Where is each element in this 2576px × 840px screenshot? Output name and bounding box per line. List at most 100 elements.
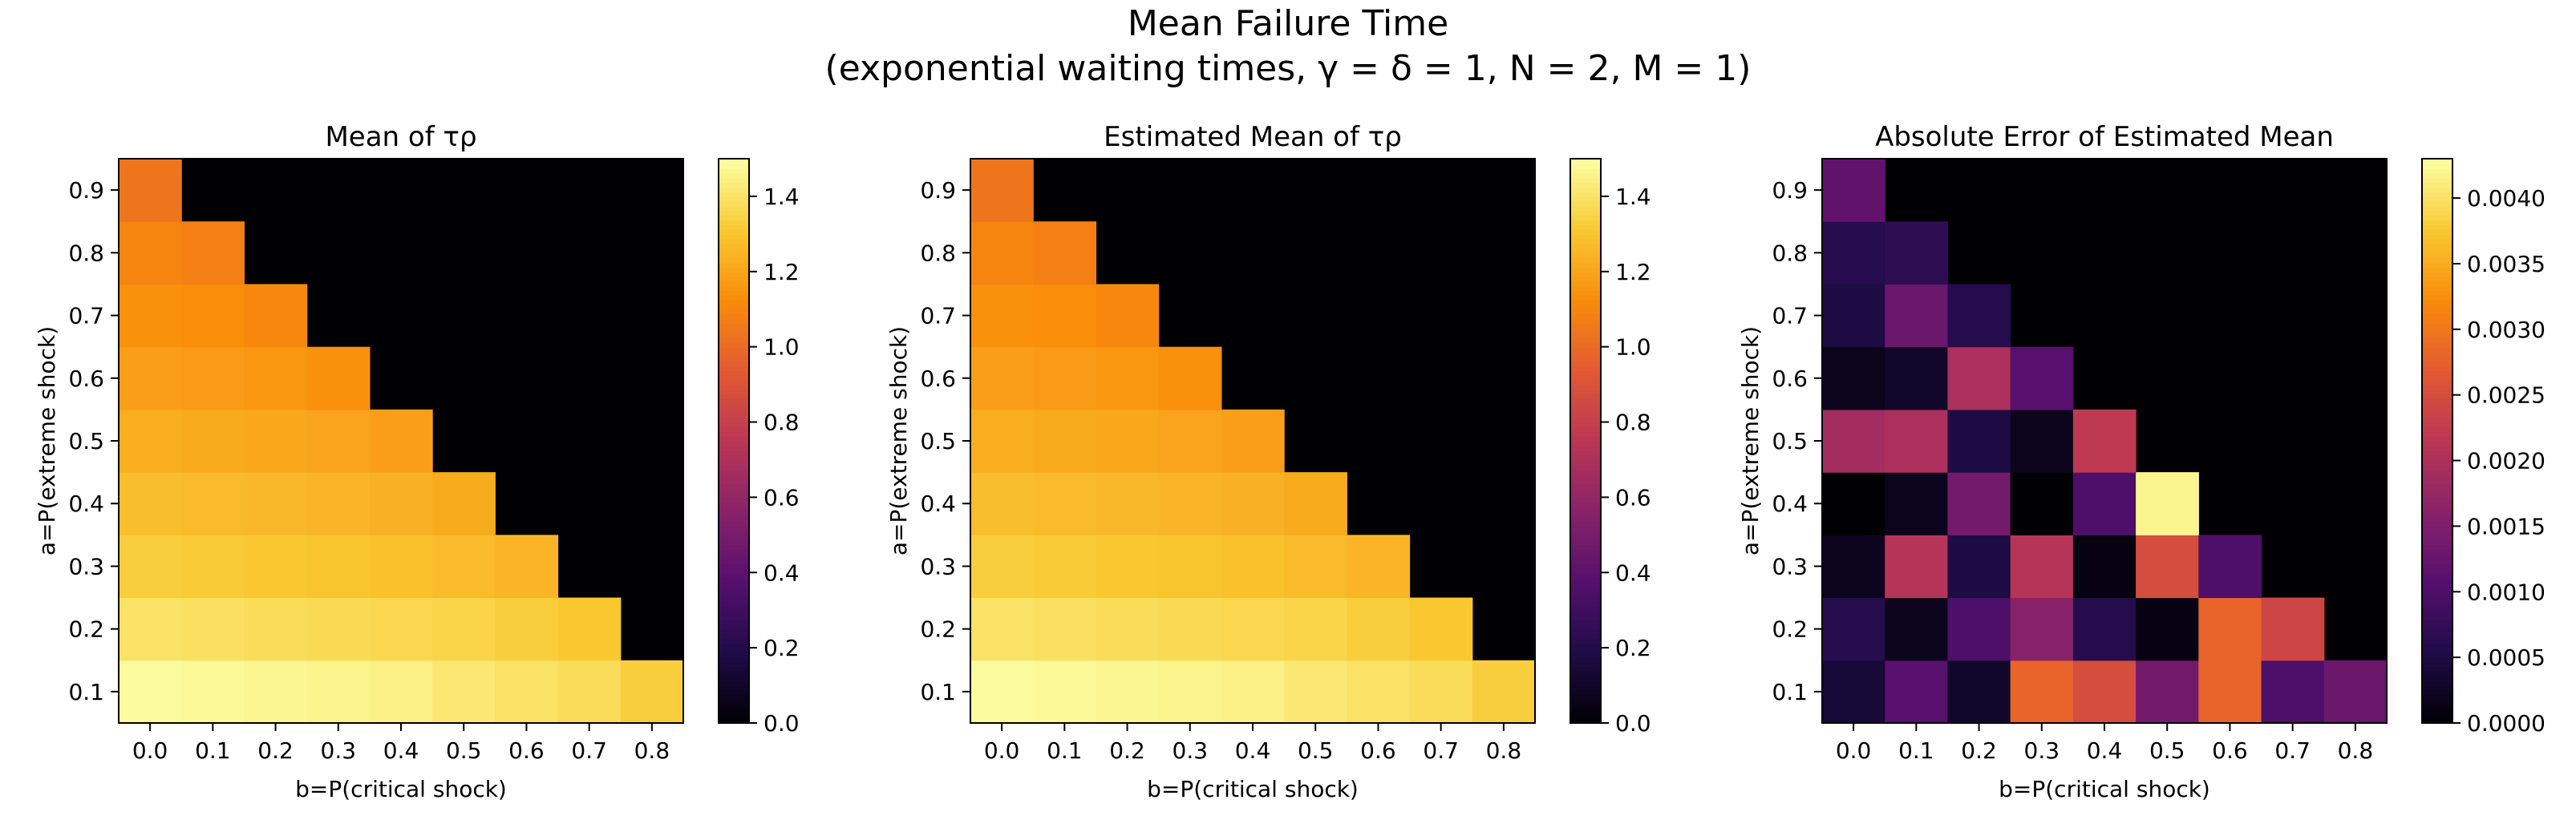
heatmap-cell (1885, 409, 1949, 473)
heatmap-cell (1033, 535, 1097, 599)
colorbar-segment (1570, 497, 1601, 503)
x-tick-label: 0.1 (195, 737, 231, 764)
colorbar-segment (2422, 596, 2452, 602)
colorbar-segment (719, 661, 749, 668)
colorbar-segment (1570, 520, 1601, 527)
heatmap-cell (432, 660, 496, 724)
colorbar-segment (719, 441, 749, 446)
colorbar-segment (719, 656, 749, 663)
colorbar-tick-label: 1.2 (1615, 259, 1651, 285)
colorbar-segment (719, 266, 749, 273)
colorbar-segment (2422, 478, 2452, 484)
colorbar-segment (1570, 351, 1601, 357)
colorbar-segment (1570, 262, 1601, 268)
colorbar-segment (719, 285, 749, 292)
colorbar-segment (2422, 713, 2452, 719)
colorbar-segment (719, 600, 749, 607)
heatmap-cell (1822, 472, 1885, 535)
heatmap-cell (1947, 346, 2011, 410)
colorbar-segment (2422, 196, 2452, 202)
colorbar-segment (1570, 431, 1601, 437)
colorbar-segment (1570, 220, 1601, 225)
colorbar-segment (2422, 192, 2452, 197)
colorbar-segment (2422, 511, 2452, 517)
heatmap-cell (432, 597, 496, 661)
heatmap-cell (1096, 660, 1160, 724)
heatmap-cell (1284, 472, 1347, 535)
heatmap-cell (181, 535, 245, 599)
heatmap-cell (1096, 597, 1160, 661)
heatmap-cell (1885, 660, 1949, 724)
colorbar-tick-label: 0.2 (1615, 635, 1651, 661)
colorbar-segment (1570, 422, 1601, 428)
colorbar-segment (1570, 558, 1601, 564)
colorbar-segment (719, 436, 749, 442)
colorbar-segment (1570, 483, 1601, 489)
heatmap-cell (1822, 409, 1885, 473)
heatmap-cell (244, 660, 308, 724)
x-tick-label: 0.7 (2274, 737, 2311, 764)
heatmap-cell (1158, 409, 1222, 473)
colorbar-segment (2422, 591, 2452, 597)
heatmap-cell (1158, 597, 1222, 661)
colorbar-segment (719, 192, 749, 197)
colorbar-segment (1570, 487, 1601, 494)
colorbar-segment (719, 262, 749, 268)
y-tick-label: 0.6 (920, 365, 956, 392)
colorbar-segment (1570, 582, 1601, 588)
colorbar-segment (1570, 436, 1601, 442)
colorbar-segment (719, 172, 749, 179)
colorbar-segment (1570, 281, 1601, 287)
colorbar-segment (719, 163, 749, 169)
heatmap-cell (244, 346, 308, 410)
colorbar: 0.0 0.2 0.4 0.6 0.8 1.0 1.2 1.4 (1569, 158, 1651, 737)
colorbar-segment (2422, 666, 2452, 672)
colorbar-segment (719, 361, 749, 366)
x-tick-label: 0.0 (1836, 737, 1872, 764)
colorbar-segment (719, 638, 749, 644)
colorbar-segment (719, 398, 749, 404)
colorbar-segment (719, 643, 749, 648)
colorbar-segment (719, 582, 749, 588)
heatmap-cell (2072, 535, 2137, 599)
x-axis-label: b=P(critical shock) (1147, 776, 1359, 802)
colorbar-segment (2422, 633, 2452, 640)
colorbar-segment (2422, 539, 2452, 545)
colorbar-segment (719, 187, 749, 192)
colorbar-segment (719, 445, 749, 451)
colorbar-segment (1570, 187, 1601, 192)
colorbar-segment (719, 619, 749, 625)
colorbar-segment (1570, 628, 1601, 635)
colorbar-segment (2422, 648, 2452, 653)
colorbar-segment (2422, 159, 2452, 164)
colorbar-segment (719, 478, 749, 484)
heatmap-cell (119, 284, 182, 348)
colorbar-segment (719, 511, 749, 517)
colorbar-segment (2422, 535, 2452, 540)
colorbar-segment (2422, 346, 2452, 353)
colorbar-segment (1570, 233, 1601, 240)
colorbar-segment (1570, 459, 1601, 466)
colorbar-segment (2422, 389, 2452, 395)
colorbar-segment (2422, 403, 2452, 409)
y-tick-label: 0.1 (1772, 679, 1808, 705)
colorbar-segment (1570, 412, 1601, 418)
colorbar-segment (719, 454, 749, 461)
heatmap-cell (369, 597, 433, 661)
colorbar-segment (719, 238, 749, 244)
colorbar-segment (719, 610, 749, 616)
colorbar-segment (2422, 243, 2452, 249)
colorbar-segment (719, 248, 749, 254)
colorbar-segment (2422, 685, 2452, 691)
heatmap-cell (181, 472, 245, 535)
heatmap-cell (970, 221, 1034, 285)
heatmap-cell (2010, 409, 2074, 473)
colorbar-segment (2422, 502, 2452, 507)
colorbar-segment (1570, 661, 1601, 668)
colorbar-segment (2422, 474, 2452, 479)
colorbar-segment (1570, 577, 1601, 583)
colorbar: 0.0 0.2 0.4 0.6 0.8 1.0 1.2 1.4 (718, 158, 800, 737)
y-tick-label: 0.3 (68, 553, 104, 580)
heatmap-cell (2010, 535, 2074, 599)
x-tick-label: 0.8 (2338, 737, 2374, 764)
